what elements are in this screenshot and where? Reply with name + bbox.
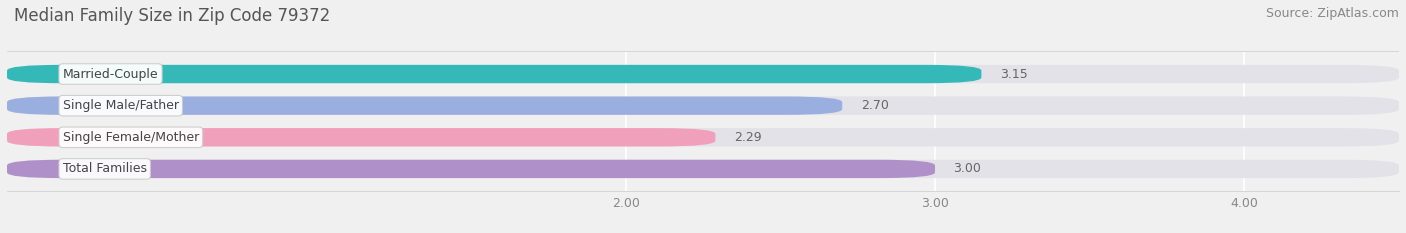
FancyBboxPatch shape bbox=[7, 128, 1399, 147]
Text: Total Families: Total Families bbox=[63, 162, 146, 175]
FancyBboxPatch shape bbox=[7, 160, 1399, 178]
Text: Single Female/Mother: Single Female/Mother bbox=[63, 131, 200, 144]
Text: 2.70: 2.70 bbox=[860, 99, 889, 112]
FancyBboxPatch shape bbox=[7, 96, 842, 115]
Text: Married-Couple: Married-Couple bbox=[63, 68, 159, 81]
Text: 2.29: 2.29 bbox=[734, 131, 762, 144]
Text: Source: ZipAtlas.com: Source: ZipAtlas.com bbox=[1265, 7, 1399, 20]
Text: 3.15: 3.15 bbox=[1000, 68, 1028, 81]
Text: Single Male/Father: Single Male/Father bbox=[63, 99, 179, 112]
Text: Median Family Size in Zip Code 79372: Median Family Size in Zip Code 79372 bbox=[14, 7, 330, 25]
FancyBboxPatch shape bbox=[7, 160, 935, 178]
FancyBboxPatch shape bbox=[7, 96, 1399, 115]
FancyBboxPatch shape bbox=[7, 65, 1399, 83]
FancyBboxPatch shape bbox=[7, 128, 716, 147]
Text: 3.00: 3.00 bbox=[953, 162, 981, 175]
FancyBboxPatch shape bbox=[7, 65, 981, 83]
